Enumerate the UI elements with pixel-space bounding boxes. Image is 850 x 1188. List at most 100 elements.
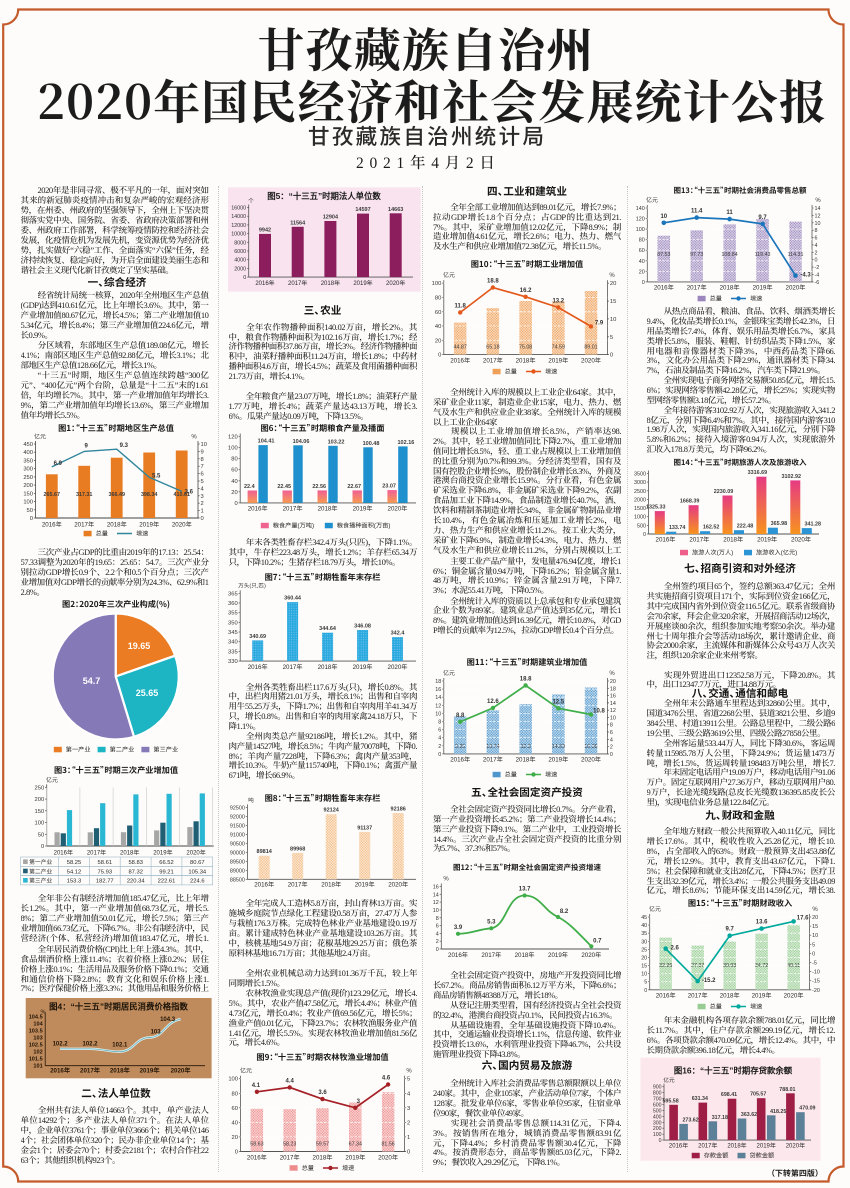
svg-text:102: 102 (33, 1050, 42, 1056)
svg-text:104.5: 104.5 (29, 1014, 43, 1020)
svg-text:旅游人次(万人): 旅游人次(万人) (692, 549, 733, 557)
svg-text:89814: 89814 (257, 849, 273, 855)
svg-text:89968: 89968 (290, 846, 305, 852)
svg-text:2018年: 2018年 (321, 881, 341, 889)
svg-text:2016年: 2016年 (247, 1154, 267, 1162)
svg-text:50: 50 (38, 832, 44, 838)
svg-text:2016年: 2016年 (50, 1066, 71, 1074)
svg-text:2016年: 2016年 (669, 1142, 688, 1150)
svg-text:104.3: 104.3 (160, 1017, 176, 1023)
svg-text:14597: 14597 (355, 207, 370, 213)
svg-text:16: 16 (610, 694, 616, 700)
svg-text:340.69: 340.69 (249, 634, 266, 640)
svg-text:18.8: 18.8 (487, 279, 499, 285)
svg-text:25: 25 (641, 947, 647, 953)
svg-text:2017年: 2017年 (483, 357, 503, 365)
svg-text:45: 45 (641, 915, 647, 921)
svg-text:2018年: 2018年 (321, 279, 340, 287)
svg-text:60: 60 (639, 248, 645, 254)
svg-text:91000: 91000 (230, 832, 245, 838)
svg-text:360: 360 (228, 601, 238, 607)
svg-text:91500: 91500 (230, 823, 245, 829)
svg-text:90500: 90500 (230, 841, 245, 847)
svg-text:2018年: 2018年 (720, 992, 740, 1000)
svg-text:11.4: 11.4 (691, 209, 703, 215)
svg-text:0.7: 0.7 (593, 938, 602, 944)
svg-text:100: 100 (35, 821, 45, 827)
svg-text:103.5: 103.5 (29, 1029, 43, 1035)
svg-text:100: 100 (653, 1132, 662, 1138)
svg-text:2016年: 2016年 (248, 663, 268, 671)
svg-text:增速: 增速 (750, 295, 762, 303)
svg-text:2: 2 (407, 1120, 410, 1126)
svg-text:120: 120 (228, 435, 238, 441)
svg-text:705.57: 705.57 (750, 1092, 766, 1098)
svg-text:120: 120 (636, 217, 645, 223)
svg-text:10.74: 10.74 (486, 744, 499, 750)
svg-text:1500: 1500 (634, 506, 646, 512)
svg-text:3: 3 (407, 1106, 410, 1112)
svg-text:335: 335 (228, 649, 238, 655)
svg-text:亿元: 亿元 (46, 776, 58, 784)
svg-text:%: % (191, 435, 197, 441)
svg-text:1000: 1000 (634, 515, 646, 521)
svg-text:8: 8 (201, 457, 204, 463)
svg-text:12000: 12000 (231, 223, 246, 229)
svg-text:2019年: 2019年 (753, 284, 773, 292)
svg-text:增速: 增速 (750, 1003, 762, 1011)
svg-text:15: 15 (812, 924, 818, 930)
svg-text:8.2: 8.2 (560, 909, 569, 915)
svg-text:4000: 4000 (234, 258, 246, 264)
svg-text:80: 80 (435, 296, 441, 302)
svg-text:10: 10 (610, 317, 616, 323)
svg-text:317.18: 317.18 (712, 1115, 728, 1121)
svg-text:2020年: 2020年 (791, 536, 811, 544)
svg-text:90000: 90000 (230, 850, 245, 856)
svg-text:2018年: 2018年 (516, 357, 536, 365)
svg-text:16000: 16000 (231, 206, 246, 212)
svg-text:亿元: 亿元 (649, 905, 661, 913)
svg-text:旅游收入(亿元): 旅游收入(亿元) (756, 549, 797, 557)
svg-text:2016年: 2016年 (450, 756, 470, 764)
svg-text:0: 0 (643, 532, 646, 538)
svg-text:1: 1 (407, 1135, 410, 1141)
svg-text:%: % (812, 907, 818, 913)
svg-text:265.67: 265.67 (44, 492, 61, 498)
svg-text:吨: 吨 (248, 797, 254, 804)
svg-text:342.4: 342.4 (391, 631, 406, 637)
svg-text:900: 900 (653, 1085, 662, 1091)
svg-text:11.8: 11.8 (455, 304, 467, 310)
svg-text:2018年: 2018年 (318, 505, 338, 513)
svg-text:4.6: 4.6 (382, 1076, 391, 1082)
svg-text:114.31: 114.31 (788, 252, 804, 258)
svg-text:59.57: 59.57 (316, 1142, 329, 1148)
svg-text:总量: 总量 (710, 295, 722, 303)
svg-text:2.6: 2.6 (671, 946, 680, 952)
svg-text:3102.92: 3102.92 (782, 474, 802, 480)
svg-text:8: 8 (815, 228, 818, 234)
svg-text:224.6: 224.6 (190, 879, 205, 885)
svg-text:220.34: 220.34 (127, 879, 146, 885)
svg-text:350: 350 (23, 458, 33, 464)
svg-text:60: 60 (231, 468, 237, 474)
svg-text:102.2: 102.2 (82, 1041, 98, 1047)
svg-text:%: % (443, 877, 449, 883)
svg-text:788.01: 788.01 (779, 1087, 795, 1093)
svg-text:第三产业: 第三产业 (153, 746, 178, 754)
svg-text:4: 4 (407, 1091, 411, 1097)
svg-text:60: 60 (232, 1106, 238, 1112)
svg-text:273.62: 273.62 (682, 1117, 698, 1123)
svg-text:亿元: 亿元 (443, 669, 455, 677)
svg-text:2: 2 (610, 745, 613, 751)
svg-text:2016年: 2016年 (656, 992, 676, 1000)
svg-text:20: 20 (610, 281, 616, 287)
svg-text:366.49: 366.49 (109, 492, 126, 498)
svg-text:3.9: 3.9 (454, 925, 463, 931)
svg-text:增速: 增速 (136, 530, 148, 538)
svg-text:0: 0 (815, 258, 818, 264)
svg-text:2019年: 2019年 (548, 756, 568, 764)
svg-text:100: 100 (228, 446, 238, 452)
svg-text:2018年: 2018年 (727, 1142, 746, 1150)
svg-text:66.52: 66.52 (159, 860, 174, 866)
svg-text:2017年: 2017年 (483, 756, 503, 764)
